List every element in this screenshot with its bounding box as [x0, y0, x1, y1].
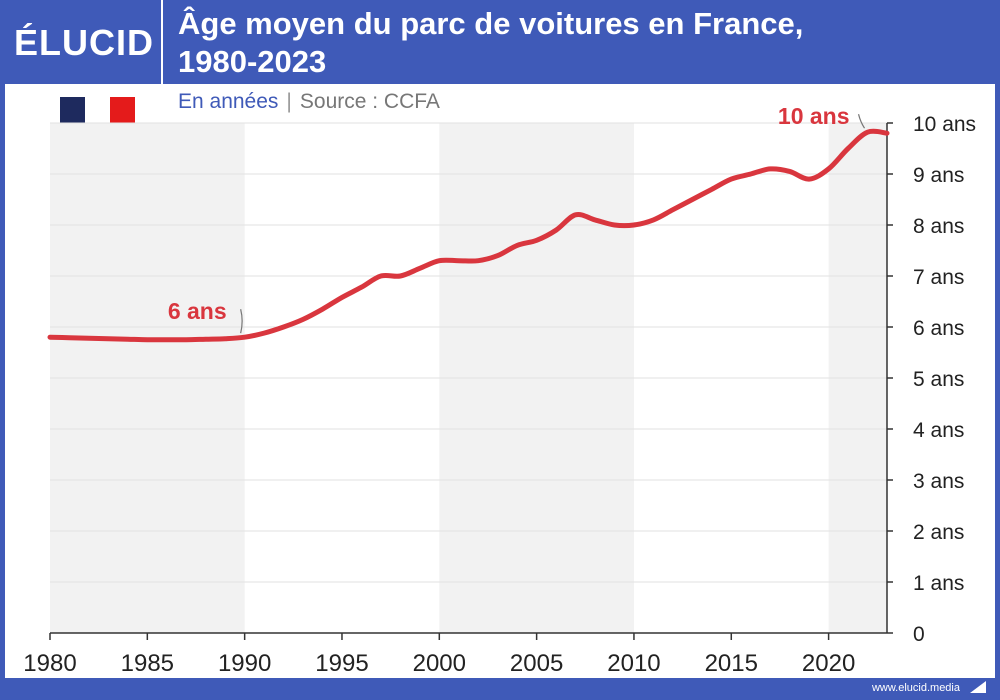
header-divider: [161, 0, 163, 84]
annotation-leader-10-ans: [857, 114, 866, 129]
elucid-mark-icon: [970, 681, 986, 693]
y-tick-label-0: 0: [913, 623, 925, 646]
subtitle-separator: |: [286, 90, 292, 113]
x-tick-label-7: 2015: [705, 650, 758, 677]
y-tick-label-5: 5 ans: [913, 368, 964, 391]
y-tick-label-8: 8 ans: [913, 215, 964, 238]
x-tick-label-1: 1985: [121, 650, 174, 677]
x-tick-label-8: 2020: [802, 650, 855, 677]
footer-url: www.elucid.media: [871, 682, 960, 694]
x-tick-label-2: 1990: [218, 650, 271, 677]
x-tick-label-5: 2005: [510, 650, 563, 677]
y-tick-label-2: 2 ans: [913, 521, 964, 544]
elucid-logo: ÉLUCID: [14, 22, 154, 63]
annotation-10-ans: 10 ans: [778, 103, 850, 129]
subtitle-unit: En années: [178, 90, 279, 113]
chart-title-line1: Âge moyen du parc de voitures en France,: [178, 6, 804, 41]
chart-subtitle: En années | Source : CCFA: [178, 90, 440, 114]
y-tick-label-7: 7 ans: [913, 266, 964, 289]
y-tick-label-3: 3 ans: [913, 470, 964, 493]
series-line-age-moyen: [47, 128, 890, 343]
annotation-leader-6-ans: [240, 309, 243, 334]
y-tick-label-6: 6 ans: [913, 317, 964, 340]
y-tick-label-9: 9 ans: [913, 164, 964, 187]
subtitle-source: Source : CCFA: [299, 90, 440, 113]
x-tick-label-3: 1995: [315, 650, 368, 677]
chart-title-line2: 1980-2023: [178, 44, 327, 79]
y-tick-label-4: 4 ans: [913, 419, 964, 442]
x-tick-label-6: 2010: [607, 650, 660, 677]
x-tick-label-4: 2000: [413, 650, 466, 677]
x-tick-label-0: 1980: [23, 650, 76, 677]
header: ÉLUCID Âge moyen du parc de voitures en …: [0, 0, 1000, 84]
annotation-6-ans: 6 ans: [168, 298, 227, 324]
y-tick-label-1: 1 ans: [913, 572, 964, 595]
y-tick-label-10: 10 ans: [913, 113, 976, 136]
